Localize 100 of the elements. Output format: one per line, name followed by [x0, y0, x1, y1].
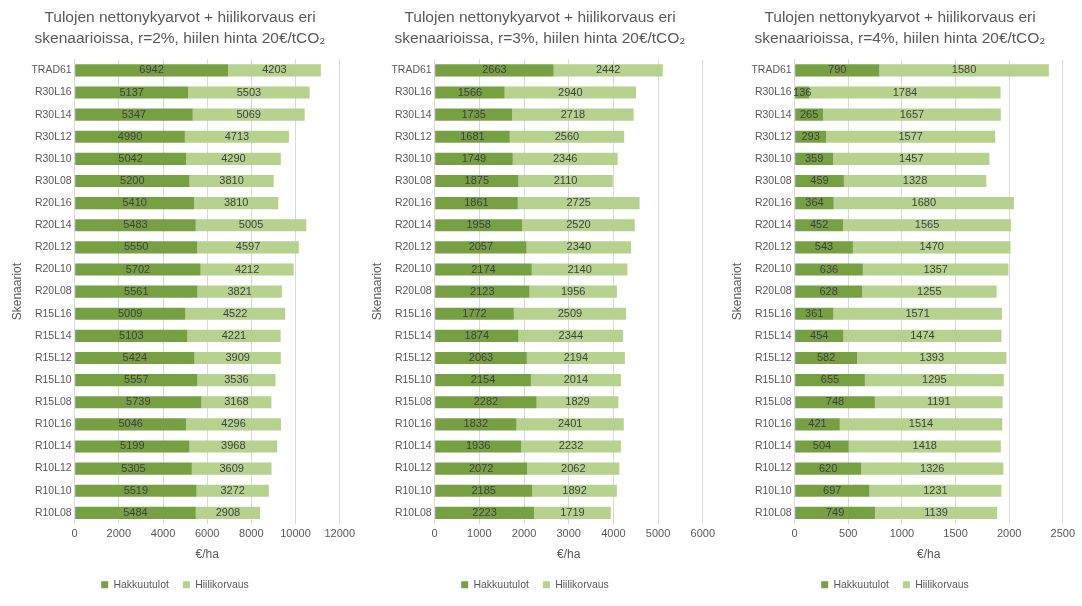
bar: [200, 263, 294, 276]
x-tick-label: 0: [431, 526, 438, 539]
y-tick-label: R10L08: [754, 505, 792, 518]
y-tick-label: R10L10: [754, 483, 792, 496]
bar: [857, 351, 1007, 365]
chart-title: Tulojen nettonykyarvot + hiilikorvaus eri skenaarioissa, r=2%, hiilen hinta 20€/tCO₂: [33, 7, 327, 48]
data-label: 749: [825, 505, 845, 518]
bar: [843, 329, 1002, 342]
data-label: 3968: [221, 439, 246, 452]
bar: [809, 86, 1001, 99]
data-label: 5042: [118, 151, 143, 164]
y-tick-label: R20L14: [394, 218, 432, 231]
data-label: 2718: [560, 107, 586, 120]
y-tick-label: R20L14: [34, 218, 72, 231]
data-label: 3536: [224, 373, 249, 386]
legend-label: Hakkuutulot: [833, 577, 889, 590]
data-label: 1328: [902, 174, 928, 187]
data-label: 3909: [225, 351, 250, 363]
bar: [862, 263, 1009, 276]
x-tick-label: 2000: [511, 526, 537, 539]
data-label: 421: [808, 417, 827, 430]
data-label: 3810: [219, 174, 244, 187]
y-tick-label: R30L12: [34, 129, 72, 142]
data-label: 4290: [221, 151, 246, 164]
data-label: 5305: [121, 461, 146, 474]
legend-label: Hiilikorvaus: [195, 577, 249, 590]
data-label: 3609: [219, 461, 244, 474]
x-axis-title: €/ha: [195, 546, 220, 561]
bar: [864, 374, 1004, 387]
data-label: 265: [799, 107, 819, 120]
bar: [553, 64, 663, 77]
y-tick-label: R10L16: [394, 417, 432, 430]
bar: [517, 197, 640, 210]
data-label: 2072: [468, 461, 494, 474]
data-label: 5557: [124, 373, 149, 386]
x-tick-label: 10000: [280, 526, 311, 539]
y-tick-label: R15L08: [34, 395, 72, 408]
y-tick-label: R15L16: [34, 306, 72, 319]
x-tick-label: 1000: [467, 526, 492, 539]
y-tick-label: R30L14: [34, 107, 72, 120]
data-label: 1681: [460, 129, 485, 142]
y-tick-label: R15L12: [34, 350, 72, 363]
y-tick-label: R10L12: [394, 461, 432, 474]
bar: [188, 86, 310, 99]
data-label: 4522: [222, 306, 248, 319]
data-label: 1470: [919, 240, 944, 253]
legend-label: Hakkuutulot: [113, 577, 169, 590]
bar: [861, 462, 1004, 475]
y-tick-label: R15L12: [754, 350, 792, 363]
bar: [522, 219, 635, 232]
data-label: 1719: [560, 505, 585, 518]
data-label: 2154: [470, 373, 496, 386]
data-label: 1892: [562, 483, 587, 496]
data-label: 543: [814, 240, 834, 253]
bar: [75, 351, 195, 365]
bar: [75, 263, 201, 276]
y-tick-label: R15L16: [394, 306, 432, 319]
y-axis-title: Skenaariot: [9, 262, 24, 321]
y-tick-label: R10L12: [754, 461, 792, 474]
bar: [879, 64, 1049, 77]
bar: [852, 241, 1011, 254]
data-label: 2346: [552, 151, 578, 164]
data-label: 1861: [464, 196, 489, 209]
bar: [75, 329, 188, 342]
data-label: 2520: [566, 218, 591, 231]
bar: [75, 108, 193, 121]
data-label: 4296: [221, 417, 246, 430]
data-label: 4597: [235, 240, 261, 253]
y-tick-label: R15L12: [394, 350, 432, 363]
bar: [504, 86, 637, 99]
data-label: 359: [804, 151, 824, 164]
bar: [833, 152, 990, 165]
data-label: 1832: [463, 417, 489, 430]
bar: [843, 174, 987, 188]
y-tick-label: R30L08: [394, 173, 432, 186]
bar: [823, 108, 1001, 121]
y-tick-label: R10L16: [754, 417, 792, 430]
y-tick-label: R10L14: [754, 439, 792, 452]
data-label: 2560: [554, 129, 580, 142]
bar: [435, 440, 522, 453]
x-tick-label: 4000: [150, 526, 176, 539]
y-tick-label: R10L14: [34, 439, 72, 452]
data-label: 1875: [464, 174, 490, 187]
bar: [833, 197, 1014, 210]
y-tick-label: R20L16: [394, 196, 432, 208]
x-tick-label: 0: [71, 526, 78, 539]
data-label: 459: [810, 174, 829, 187]
data-label: 2174: [471, 262, 496, 275]
y-tick-label: R30L10: [34, 151, 72, 164]
legend-label: Hiilikorvaus: [555, 577, 609, 590]
data-label: 2725: [566, 196, 591, 209]
data-label: 3821: [227, 284, 252, 297]
data-label: 5503: [236, 85, 262, 98]
data-label: 364: [805, 196, 824, 209]
data-label: 1565: [914, 218, 940, 231]
y-tick-label: R30L12: [394, 129, 432, 142]
data-label: 5410: [122, 196, 147, 209]
y-tick-label: R30L10: [754, 151, 792, 164]
data-label: 4713: [224, 129, 250, 142]
data-label: 2057: [468, 240, 494, 253]
